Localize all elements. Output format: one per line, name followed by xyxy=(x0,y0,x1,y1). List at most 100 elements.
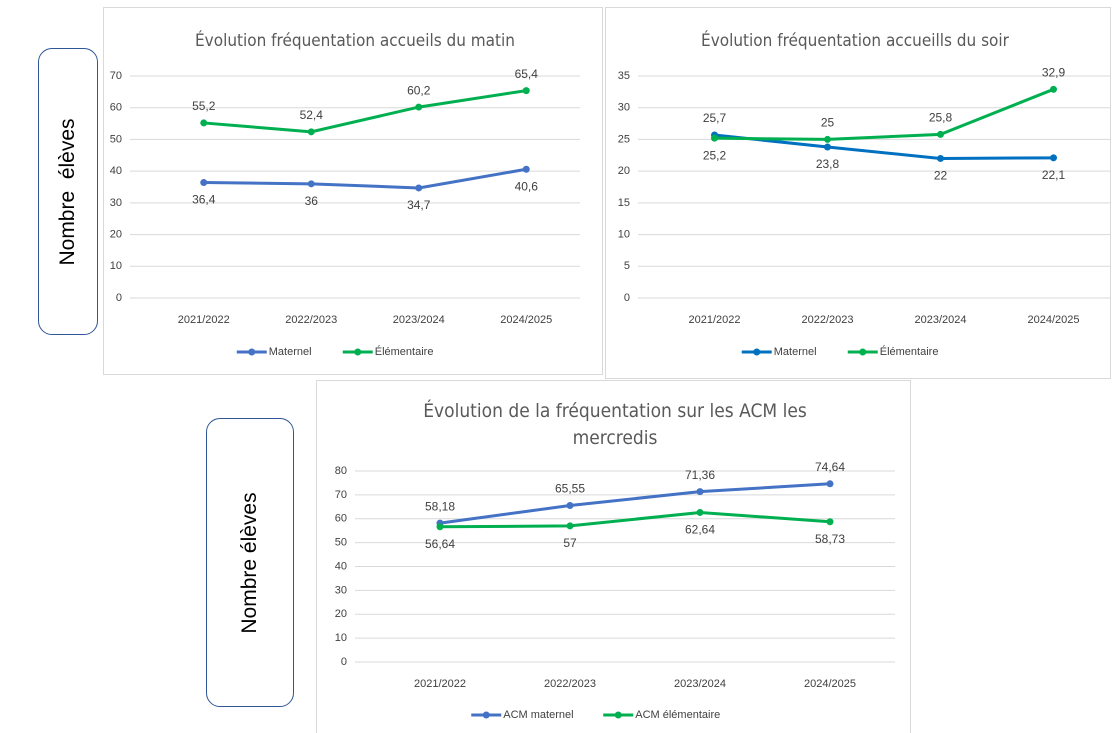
x-tick-label: 2022/2023 xyxy=(544,678,596,690)
y-tick-label: 10 xyxy=(110,260,122,272)
x-tick-label: 2023/2024 xyxy=(915,314,967,326)
data-label: 56,64 xyxy=(425,537,455,551)
y-tick-label: 30 xyxy=(618,102,630,114)
x-tick-label: 2021/2022 xyxy=(414,678,466,690)
chart-frame xyxy=(103,7,603,375)
legend-label: ACM élémentaire xyxy=(635,709,720,721)
data-label: 22,1 xyxy=(1042,168,1066,182)
y-tick-label: 15 xyxy=(618,197,630,209)
x-tick-label: 2024/2025 xyxy=(804,678,856,690)
x-tick-label: 2021/2022 xyxy=(178,314,230,326)
data-label: 40,6 xyxy=(515,179,539,193)
legend-marker xyxy=(482,711,490,719)
data-point xyxy=(826,480,834,488)
y-tick-label: 60 xyxy=(110,102,122,114)
data-point xyxy=(824,143,831,151)
y-tick-label: 80 xyxy=(335,465,347,477)
data-point xyxy=(307,128,315,136)
y-tick-label: 0 xyxy=(116,292,122,304)
data-point xyxy=(696,508,704,516)
y-tick-label: 20 xyxy=(335,608,347,620)
legend-label: ACM maternel xyxy=(503,709,573,721)
x-tick-label: 2022/2023 xyxy=(285,314,337,326)
y-tick-label: 50 xyxy=(110,133,122,145)
data-point xyxy=(1050,85,1057,93)
y-tick-label: 60 xyxy=(335,513,347,525)
y-tick-label: 20 xyxy=(110,228,122,240)
legend-label: Maternel xyxy=(269,346,312,358)
data-point xyxy=(711,134,718,142)
legend-marker xyxy=(614,711,622,719)
data-label: 25 xyxy=(821,116,835,130)
x-tick-label: 2023/2024 xyxy=(674,678,726,690)
data-label: 65,4 xyxy=(515,67,539,81)
data-point xyxy=(522,87,530,95)
data-label: 23,8 xyxy=(816,157,840,171)
data-point xyxy=(1050,154,1057,162)
data-label: 25,8 xyxy=(929,111,953,125)
y-axis-label-box: Nombre élèves xyxy=(206,418,294,707)
data-label: 25,2 xyxy=(703,148,727,162)
data-point xyxy=(415,184,423,192)
y-tick-label: 70 xyxy=(110,70,122,82)
chart-frame xyxy=(316,380,911,733)
legend-marker xyxy=(859,348,867,356)
y-tick-label: 0 xyxy=(624,292,630,304)
data-point xyxy=(696,488,704,496)
data-label: 57 xyxy=(563,536,577,550)
data-point xyxy=(937,130,944,138)
data-point xyxy=(566,522,574,530)
data-point xyxy=(522,165,530,173)
x-tick-label: 2022/2023 xyxy=(802,314,854,326)
data-label: 22 xyxy=(934,169,948,183)
data-label: 58,18 xyxy=(425,499,455,513)
data-point xyxy=(415,103,423,111)
legend-label: Élémentaire xyxy=(375,345,434,358)
y-tick-label: 40 xyxy=(335,560,347,572)
series-line xyxy=(714,133,1054,160)
series-line xyxy=(203,89,527,134)
data-label: 52,4 xyxy=(300,108,324,122)
series-line xyxy=(439,482,831,525)
legend-label: Maternel xyxy=(774,346,817,358)
data-point xyxy=(566,501,574,509)
series-line xyxy=(714,87,1055,141)
y-tick-label: 30 xyxy=(335,584,347,596)
x-tick-label: 2023/2024 xyxy=(393,314,445,326)
data-label: 32,9 xyxy=(1042,65,1066,79)
x-tick-label: 2024/2025 xyxy=(1028,314,1080,326)
series-line xyxy=(439,510,831,529)
data-point xyxy=(200,179,208,187)
legend-marker xyxy=(753,348,761,356)
data-label: 58,73 xyxy=(815,532,845,546)
legend-marker xyxy=(248,348,256,356)
data-label: 25,7 xyxy=(703,111,727,125)
y-tick-label: 10 xyxy=(335,632,347,644)
chart-title: Évolution fréquentation accueils du mati… xyxy=(195,31,515,51)
y-tick-label: 50 xyxy=(335,537,347,549)
x-tick-label: 2021/2022 xyxy=(689,314,741,326)
data-label: 36,4 xyxy=(192,193,216,207)
data-label: 65,55 xyxy=(555,482,585,496)
y-tick-label: 40 xyxy=(110,165,122,177)
data-label: 71,36 xyxy=(685,468,715,482)
chart-title: Évolution fréquentation accueills du soi… xyxy=(701,31,1009,51)
data-label: 74,64 xyxy=(815,460,845,474)
data-point xyxy=(307,180,315,188)
chart-title: Évolution de la fréquentation sur les AC… xyxy=(423,400,807,449)
y-tick-label: 35 xyxy=(618,70,630,82)
x-tick-label: 2024/2025 xyxy=(500,314,552,326)
legend-label: Élémentaire xyxy=(880,345,939,358)
y-tick-label: 10 xyxy=(618,228,630,240)
chart-frame xyxy=(605,7,1111,379)
data-label: 60,2 xyxy=(407,83,431,97)
y-tick-label: 20 xyxy=(618,165,630,177)
data-label: 62,64 xyxy=(685,523,715,537)
data-point xyxy=(436,523,444,531)
data-label: 36 xyxy=(305,194,319,208)
data-point xyxy=(937,154,944,162)
y-tick-label: 70 xyxy=(335,489,347,501)
y-axis-label: Nombre élèves xyxy=(56,117,79,266)
